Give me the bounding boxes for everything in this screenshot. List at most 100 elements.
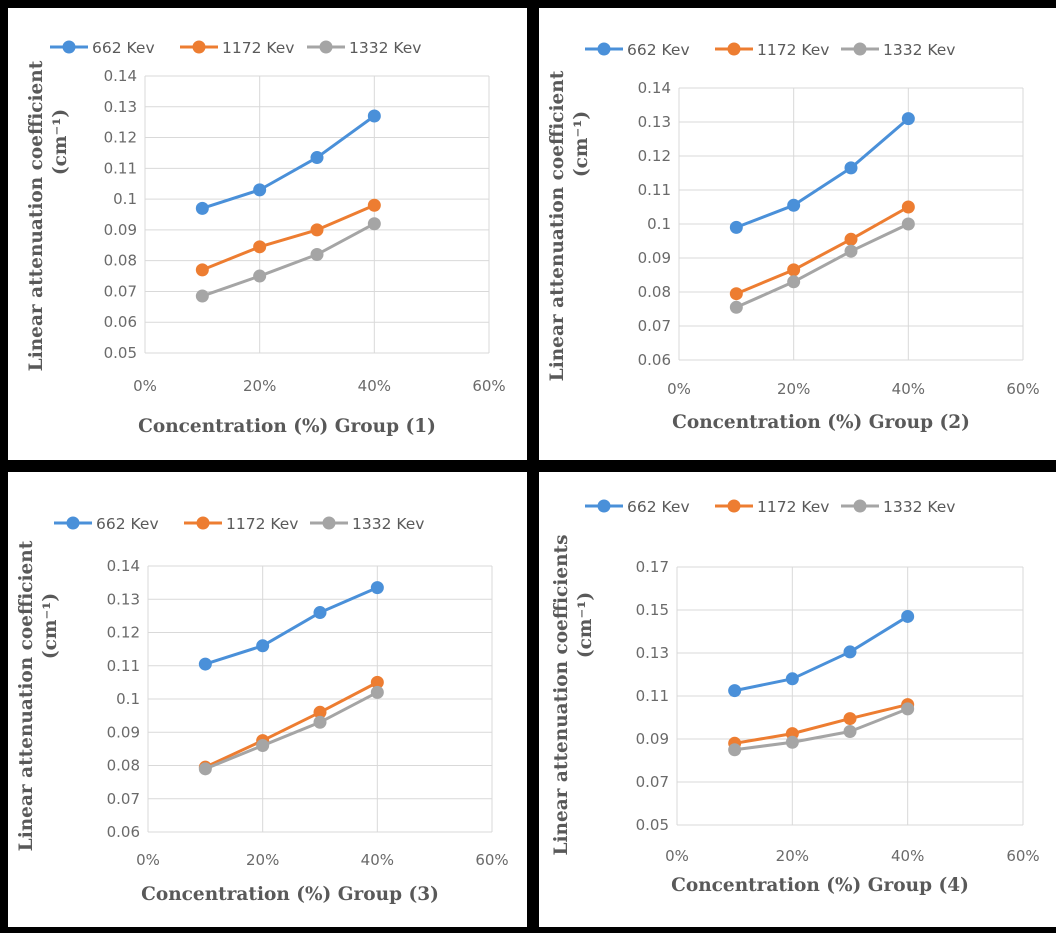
data-point-662-kev [313, 606, 327, 620]
line-chart-group-3: 0.06 0.07 0.08 0.09 0.1 0.11 0.12 0.13 0.14 0% 20%… [16, 515, 509, 905]
legend-marker-1332-kev [322, 516, 336, 530]
y-tick-label: 0.07 [638, 317, 671, 335]
legend-label-1332-kev: 1332 Kev [352, 515, 424, 533]
legend-marker-1172-kev [196, 516, 210, 530]
legend-label-1172-kev: 1172 Kev [226, 515, 298, 533]
data-point-1172-kev [310, 223, 324, 237]
y-axis-title: Linear attenuation coefficient (cm⁻¹) [547, 70, 592, 381]
x-tick-label: 60% [1006, 380, 1039, 398]
series-line-1172-kev [204, 681, 379, 769]
y-tick-label: 0.1 [113, 190, 137, 208]
data-point-1332-kev [728, 743, 742, 757]
legend-marker-662-kev [66, 516, 80, 530]
x-tick-label: 60% [472, 377, 505, 395]
legend-marker-1332-kev [853, 42, 867, 56]
y-axis-unit: (cm⁻¹) [571, 111, 592, 177]
data-point-662-kev [901, 609, 915, 623]
data-point-662-kev [843, 645, 857, 659]
data-point-1332-kev [256, 739, 270, 753]
data-point-1332-kev [253, 269, 267, 283]
legend-marker-662-kev [597, 499, 611, 513]
data-point-1332-kev [785, 735, 799, 749]
y-tick-label: 0.14 [104, 67, 137, 85]
data-point-1332-kev [313, 715, 327, 729]
data-point-662-kev [844, 161, 858, 175]
legend-marker-1172-kev [192, 40, 206, 54]
data-point-662-kev [785, 672, 799, 686]
y-tick-label: 0.12 [638, 147, 671, 165]
x-tick-label: 40% [891, 847, 924, 865]
series-line-662-kev [735, 117, 910, 229]
legend-label-1332-kev: 1332 Kev [883, 498, 955, 516]
y-tick-label: 0.11 [636, 687, 669, 705]
y-axis-unit: (cm⁻¹) [575, 592, 596, 658]
y-axis-unit: (cm⁻¹) [50, 109, 71, 175]
data-point-662-kev [729, 220, 743, 234]
y-tick-label: 0.06 [107, 823, 140, 841]
series-line-1172-kev [201, 203, 375, 272]
y-axis-title-text: Linear attenuation coefficient [547, 70, 568, 381]
data-point-1172-kev [367, 198, 381, 212]
chart-panel-group-3: 0.06 0.07 0.08 0.09 0.1 0.11 0.12 0.13 0.14 0% 20%… [8, 472, 527, 927]
data-point-662-kev [901, 112, 915, 126]
series-line-662-kev [204, 586, 378, 666]
x-tick-label: 60% [1006, 847, 1039, 865]
chart-panel-group-4: 0.05 0.07 0.09 0.11 0.13 0.15 0.17 0% 20% 40% 60% 6… [539, 472, 1056, 927]
x-tick-label: 0% [665, 847, 689, 865]
legend-label-1172-kev: 1172 Kev [757, 41, 829, 59]
x-tick-label: 20% [246, 851, 279, 869]
y-tick-label: 0.11 [104, 159, 137, 177]
x-tick-label: 0% [133, 377, 157, 395]
y-axis-title: Linear attenuation coefficients (cm⁻¹) [551, 534, 596, 855]
legend-label-662-kev: 662 Kev [96, 515, 159, 533]
y-tick-label: 0.06 [104, 313, 137, 331]
legend-label-662-kev: 662 Kev [627, 498, 690, 516]
y-axis-title-text: Linear attenuation coefficients [551, 534, 572, 855]
line-chart-group-1: 0.05 0.06 0.07 0.08 0.09 0.1 0.11 0.12 0.13 0.14 0… [26, 39, 506, 437]
x-axis-title: Concentration (%) Group (3) [141, 884, 439, 905]
data-point-662-kev [728, 684, 742, 698]
series-line-662-kev [734, 615, 909, 693]
y-tick-label: 0.05 [636, 816, 669, 834]
x-tick-label: 20% [776, 847, 809, 865]
chart-panel-group-1: 0.05 0.06 0.07 0.08 0.09 0.1 0.11 0.12 0.13 0.14 0… [8, 8, 527, 460]
series-line-1332-kev [734, 707, 909, 752]
series-line-1172-kev [735, 205, 910, 296]
series-line-1332-kev [201, 222, 376, 298]
y-tick-label: 0.06 [638, 351, 671, 369]
data-point-1172-kev [253, 240, 267, 254]
y-tick-label: 0.15 [636, 601, 669, 619]
x-tick-label: 20% [777, 380, 810, 398]
data-point-1172-kev [844, 232, 858, 246]
legend-label-1332-kev: 1332 Kev [883, 41, 955, 59]
legend-label-1332-kev: 1332 Kev [349, 39, 421, 57]
series-line-1172-kev [734, 703, 909, 745]
data-point-662-kev [787, 198, 801, 212]
y-tick-label: 0.13 [104, 98, 137, 116]
data-point-1172-kev [195, 263, 209, 277]
data-point-1332-kev [843, 724, 857, 738]
data-point-1332-kev [198, 762, 212, 776]
data-point-1332-kev [844, 244, 858, 258]
data-point-1172-kev [729, 287, 743, 301]
x-tick-label: 40% [358, 377, 391, 395]
x-axis-title: Concentration (%) Group (2) [672, 412, 970, 433]
line-chart-group-2: 0.06 0.07 0.08 0.09 0.1 0.11 0.12 0.13 0.14 0% 20%… [547, 41, 1040, 433]
y-axis-title: Linear attenuation coefficient (cm⁻¹) [26, 60, 71, 371]
chart-panel-group-2: 0.06 0.07 0.08 0.09 0.1 0.11 0.12 0.13 0.14 0% 20%… [539, 8, 1056, 460]
series-line-1332-kev [204, 691, 379, 771]
data-point-1172-kev [843, 712, 857, 726]
y-tick-label: 0.08 [107, 757, 140, 775]
x-tick-label: 60% [475, 851, 508, 869]
data-point-1332-kev [901, 217, 915, 231]
data-point-1332-kev [370, 685, 384, 699]
y-tick-label: 0.07 [107, 790, 140, 808]
data-point-662-kev [310, 151, 324, 165]
data-point-1332-kev [729, 300, 743, 314]
y-tick-label: 0.08 [638, 283, 671, 301]
data-point-1332-kev [787, 275, 801, 289]
y-tick-label: 0.1 [116, 690, 140, 708]
data-point-662-kev [195, 201, 209, 215]
legend-label-1172-kev: 1172 Kev [757, 498, 829, 516]
y-tick-label: 0.12 [104, 129, 137, 147]
